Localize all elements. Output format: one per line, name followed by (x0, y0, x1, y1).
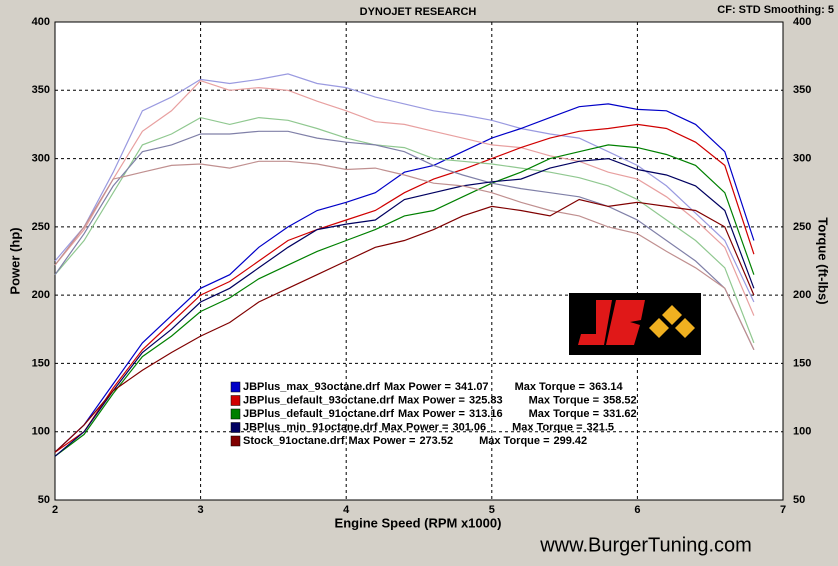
legend-max-power: 313.16 (469, 408, 503, 420)
x-tick-label: 2 (52, 504, 58, 516)
y-tick-label: 300 (32, 152, 50, 164)
y2-tick-label: 100 (793, 426, 811, 438)
legend-swatch (230, 435, 241, 447)
y2-tick-label: 50 (793, 494, 805, 506)
logo (569, 293, 701, 355)
x-tick-label: 4 (343, 504, 350, 516)
legend-max-power-label: Max Power = (382, 421, 449, 433)
x-tick-label: 7 (780, 504, 786, 516)
legend-name: Stock_91octane.drf (243, 435, 345, 447)
legend-max-torque-label: Max Torque = (512, 421, 582, 433)
power-line (54, 144, 755, 457)
y-tick-label: 350 (32, 84, 50, 96)
chart-title: DYNOJET RESEARCH (360, 6, 477, 18)
legend-name: JBPlus_default_91octane.drf (243, 408, 394, 420)
legend-max-torque: 358.52 (603, 394, 637, 406)
y-tick-label: 250 (32, 221, 50, 233)
legend-max-torque: 363.14 (589, 381, 624, 393)
legend-swatch (230, 422, 241, 433)
y2-tick-label: 300 (793, 152, 811, 164)
legend-max-power-label: Max Power = (384, 381, 451, 393)
legend-max-torque: 299.42 (554, 435, 588, 447)
legend-max-power: 341.07 (455, 381, 489, 393)
legend-name: JBPlus_min_91octane.drf (243, 421, 378, 433)
legend-max-torque: 331.62 (603, 408, 637, 420)
watermark: www.BurgerTuning.com (539, 534, 752, 556)
x-tick-label: 6 (634, 504, 640, 516)
power-line (54, 198, 755, 453)
y-tick-label: 400 (32, 16, 50, 28)
legend-max-power: 325.83 (469, 394, 503, 406)
power-line (54, 123, 755, 453)
legend-name: JBPlus_default_93octane.drf (243, 394, 394, 406)
y2-tick-label: 150 (793, 357, 811, 369)
y-tick-label: 50 (38, 494, 50, 506)
x-tick-label: 5 (489, 504, 495, 516)
torque-line (54, 80, 755, 316)
y2-tick-label: 250 (793, 221, 811, 233)
plot-area (54, 21, 784, 501)
torque-line (54, 73, 755, 303)
legend-max-power-label: Max Power = (398, 394, 465, 406)
legend-max-power: 273.52 (419, 435, 453, 447)
legend-max-power-label: Max Power = (348, 435, 415, 447)
legend-swatch (230, 408, 241, 420)
power-line (54, 103, 755, 453)
x-axis-label: Engine Speed (RPM x1000) (335, 515, 502, 530)
torque-line (54, 116, 755, 344)
y-tick-label: 100 (32, 426, 50, 438)
legend-max-torque: 321.5 (587, 421, 615, 433)
torque-line (54, 160, 755, 351)
power-line (54, 157, 755, 457)
y-axis-label: Power (hp) (7, 227, 22, 294)
legend-max-torque-label: Max Torque = (529, 408, 599, 420)
y2-tick-label: 400 (793, 16, 811, 28)
legend-max-torque-label: Max Torque = (479, 435, 549, 447)
legend-max-torque-label: Max Torque = (529, 394, 599, 406)
legend-max-power: 301.06 (452, 421, 486, 433)
x-tick-label: 3 (198, 504, 204, 516)
y2-tick-label: 200 (793, 289, 811, 301)
legend-max-power-label: Max Power = (398, 408, 465, 420)
torque-line (54, 130, 755, 351)
legend-max-torque-label: Max Torque = (515, 381, 585, 393)
legend-swatch (230, 395, 241, 406)
y-tick-label: 200 (32, 289, 50, 301)
settings-text: CF: STD Smoothing: 5 (717, 4, 834, 16)
y2-axis-label: Torque (ft-lbs) (816, 217, 831, 304)
y2-tick-label: 350 (793, 84, 811, 96)
legend-swatch (230, 381, 241, 393)
y-tick-label: 150 (32, 357, 50, 369)
legend-name: JBPlus_max_93octane.drf (243, 381, 380, 393)
